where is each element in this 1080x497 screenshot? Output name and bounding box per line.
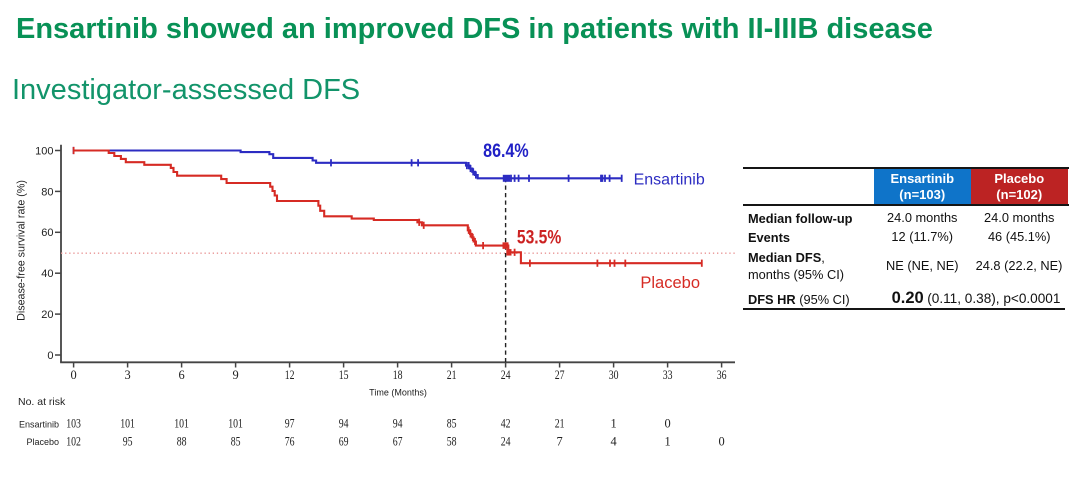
svg-text:67: 67 bbox=[393, 434, 403, 448]
svg-text:9: 9 bbox=[232, 368, 238, 382]
svg-text:Placebo: Placebo bbox=[640, 274, 700, 292]
svg-text:102: 102 bbox=[66, 434, 81, 448]
svg-text:0: 0 bbox=[718, 434, 724, 448]
svg-text:24: 24 bbox=[501, 368, 511, 382]
svg-text:42: 42 bbox=[501, 417, 511, 431]
svg-text:Ensartinib: Ensartinib bbox=[19, 420, 59, 430]
svg-text:6: 6 bbox=[178, 368, 184, 382]
svg-text:0: 0 bbox=[70, 368, 76, 382]
svg-text:0: 0 bbox=[47, 350, 53, 362]
svg-text:Placebo: Placebo bbox=[26, 437, 59, 447]
svg-text:94: 94 bbox=[339, 417, 349, 431]
svg-text:101: 101 bbox=[228, 417, 243, 431]
svg-text:7: 7 bbox=[556, 434, 562, 448]
svg-text:21: 21 bbox=[447, 368, 457, 382]
svg-text:0: 0 bbox=[664, 417, 670, 431]
svg-text:4: 4 bbox=[610, 434, 616, 448]
svg-text:Ensartinib: Ensartinib bbox=[634, 171, 705, 188]
svg-text:60: 60 bbox=[41, 227, 53, 239]
svg-text:85: 85 bbox=[447, 417, 457, 431]
svg-text:100: 100 bbox=[35, 145, 53, 157]
svg-text:86.4%: 86.4% bbox=[483, 141, 529, 162]
svg-text:40: 40 bbox=[41, 268, 53, 280]
svg-text:27: 27 bbox=[555, 368, 565, 382]
svg-text:20: 20 bbox=[41, 309, 53, 321]
svg-text:95: 95 bbox=[123, 434, 133, 448]
svg-text:101: 101 bbox=[120, 417, 135, 431]
svg-text:103: 103 bbox=[66, 417, 81, 431]
svg-text:3: 3 bbox=[124, 368, 130, 382]
svg-text:15: 15 bbox=[339, 368, 349, 382]
svg-text:53.5%: 53.5% bbox=[517, 228, 561, 249]
svg-text:30: 30 bbox=[609, 368, 619, 382]
svg-text:24: 24 bbox=[501, 434, 511, 448]
svg-text:97: 97 bbox=[285, 417, 295, 431]
svg-text:1: 1 bbox=[610, 417, 616, 431]
svg-text:18: 18 bbox=[393, 368, 403, 382]
svg-text:85: 85 bbox=[231, 434, 241, 448]
svg-text:69: 69 bbox=[339, 434, 349, 448]
svg-text:101: 101 bbox=[174, 417, 189, 431]
svg-text:36: 36 bbox=[717, 368, 727, 382]
svg-text:33: 33 bbox=[663, 368, 673, 382]
svg-text:1: 1 bbox=[664, 434, 670, 448]
svg-text:58: 58 bbox=[447, 434, 457, 448]
svg-text:76: 76 bbox=[285, 434, 295, 448]
svg-text:No. at risk: No. at risk bbox=[18, 396, 66, 408]
svg-text:21: 21 bbox=[555, 417, 565, 431]
svg-text:94: 94 bbox=[393, 417, 403, 431]
svg-text:88: 88 bbox=[177, 434, 187, 448]
svg-text:80: 80 bbox=[41, 186, 53, 198]
svg-text:Disease-free survival rate (%): Disease-free survival rate (%) bbox=[15, 180, 27, 321]
svg-text:12: 12 bbox=[285, 368, 295, 382]
svg-text:Time (Months): Time (Months) bbox=[369, 387, 427, 397]
